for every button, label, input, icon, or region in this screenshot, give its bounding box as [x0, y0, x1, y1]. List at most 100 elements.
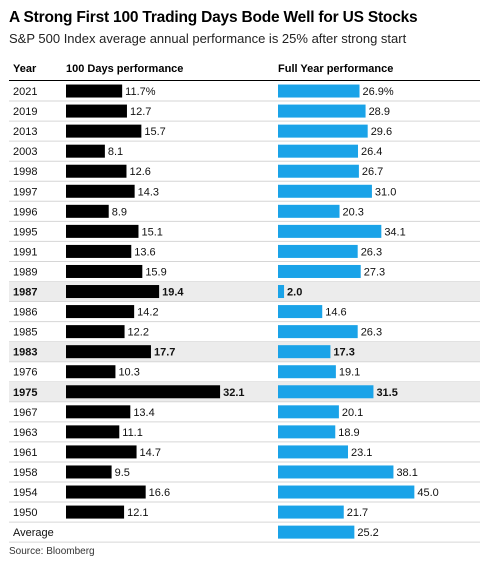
bar-full-year-label: 26.3	[361, 327, 382, 339]
bar-100-days-label: 12.6	[129, 166, 150, 178]
bar-100-days	[66, 385, 221, 399]
bar-100-days-label: 14.7	[140, 447, 161, 459]
bar-100-days-label: 17.7	[154, 347, 175, 359]
header-full-year: Full Year performance	[278, 63, 394, 75]
bar-full-year	[278, 365, 336, 379]
bar-100-days-label: 10.3	[118, 367, 139, 379]
year-label: 1961	[13, 447, 37, 459]
bar-100-days	[66, 244, 132, 258]
bar-full-year	[278, 405, 339, 419]
chart-subtitle: S&P 500 Index average annual performance…	[9, 31, 407, 46]
bar-100-days-label: 12.1	[127, 507, 148, 519]
bar-full-year-label: 27.3	[364, 266, 385, 278]
bar-100-days-label: 15.9	[145, 266, 166, 278]
bar-100-days	[66, 305, 135, 319]
bar-100-days	[66, 204, 109, 218]
bar-100-days-label: 11.7%	[125, 86, 156, 98]
bar-100-days-label: 11.1	[122, 427, 143, 439]
bar-full-year-label: 26.4	[361, 146, 382, 158]
bar-full-year-label: 31.5	[376, 387, 397, 399]
bar-100-days	[66, 84, 123, 98]
bar-100-days	[66, 184, 135, 198]
bar-100-days	[66, 264, 143, 278]
bar-full-year-label: 20.3	[343, 206, 364, 218]
year-label: 1987	[13, 287, 37, 299]
bar-full-year-label: 18.9	[338, 427, 359, 439]
year-label: 2021	[13, 86, 37, 98]
year-label: 1958	[13, 467, 37, 479]
header-year: Year	[13, 63, 37, 75]
bar-full-year-label: 14.6	[325, 307, 346, 319]
year-label: 1996	[13, 206, 37, 218]
bar-full-year-label: 31.0	[375, 186, 396, 198]
bar-average-label: 25.2	[357, 527, 378, 539]
bar-100-days-label: 14.3	[138, 186, 159, 198]
bar-full-year	[278, 485, 415, 499]
year-label: 1989	[13, 266, 37, 278]
year-label: 1963	[13, 427, 37, 439]
year-label: 1985	[13, 327, 37, 339]
year-label: 1950	[13, 507, 37, 519]
bar-full-year	[278, 224, 382, 238]
bar-full-year	[278, 104, 366, 118]
year-label: 1986	[13, 307, 37, 319]
bar-100-days-label: 15.1	[141, 226, 162, 238]
bar-full-year-label: 26.7	[362, 166, 383, 178]
bar-100-days-label: 14.2	[137, 307, 158, 319]
bar-full-year	[278, 305, 323, 319]
bar-full-year-label: 26.9%	[363, 86, 394, 98]
bar-full-year-label: 2.0	[287, 287, 302, 299]
bar-full-year-label: 17.3	[333, 347, 354, 359]
bar-full-year	[278, 84, 360, 98]
bar-full-year-label: 34.1	[384, 226, 405, 238]
bar-100-days	[66, 365, 116, 379]
bar-full-year-label: 29.6	[371, 126, 392, 138]
bar-100-days-label: 8.1	[108, 146, 123, 158]
bar-full-year-label: 23.1	[351, 447, 372, 459]
bar-100-days	[66, 465, 112, 479]
year-label: 1954	[13, 487, 37, 499]
bar-100-days	[66, 224, 139, 238]
bar-100-days	[66, 405, 131, 419]
year-label: 2019	[13, 106, 37, 118]
year-label: 1997	[13, 186, 37, 198]
bar-100-days-label: 8.9	[112, 206, 127, 218]
header-100-days: 100 Days performance	[66, 63, 184, 75]
bar-full-year	[278, 285, 285, 299]
bar-full-year	[278, 465, 394, 479]
source-note: Source: Bloomberg	[9, 546, 95, 557]
bar-100-days-label: 12.7	[130, 106, 151, 118]
bar-100-days	[66, 144, 105, 158]
year-label: 1983	[13, 347, 37, 359]
bar-100-days-label: 9.5	[115, 467, 130, 479]
chart-title: A Strong First 100 Trading Days Bode Wel…	[9, 9, 418, 26]
bar-100-days	[66, 124, 142, 138]
bar-100-days	[66, 485, 146, 499]
bar-full-year	[278, 204, 340, 218]
bar-full-year	[278, 385, 374, 399]
year-label: 1967	[13, 407, 37, 419]
bar-100-days-label: 13.4	[133, 407, 154, 419]
bar-full-year-label: 21.7	[347, 507, 368, 519]
bar-full-year	[278, 144, 358, 158]
bar-100-days-label: 13.6	[134, 246, 155, 258]
header-divider	[9, 80, 480, 81]
bar-100-days	[66, 285, 160, 299]
bar-full-year	[278, 264, 361, 278]
bar-100-days-label: 19.4	[162, 287, 184, 299]
bar-full-year-label: 26.3	[361, 246, 382, 258]
year-label: 1975	[13, 387, 37, 399]
year-label: 1998	[13, 166, 37, 178]
bar-full-year	[278, 164, 359, 178]
bar-full-year	[278, 445, 348, 459]
bar-100-days-label: 12.2	[128, 327, 149, 339]
bar-100-days	[66, 325, 125, 339]
year-label: 2003	[13, 146, 37, 158]
bar-full-year-label: 19.1	[339, 367, 360, 379]
bar-100-days-label: 15.7	[144, 126, 165, 138]
bar-full-year	[278, 325, 358, 339]
bar-full-year-label: 20.1	[342, 407, 363, 419]
bar-full-year	[278, 184, 372, 198]
bar-full-year-label: 28.9	[369, 106, 390, 118]
